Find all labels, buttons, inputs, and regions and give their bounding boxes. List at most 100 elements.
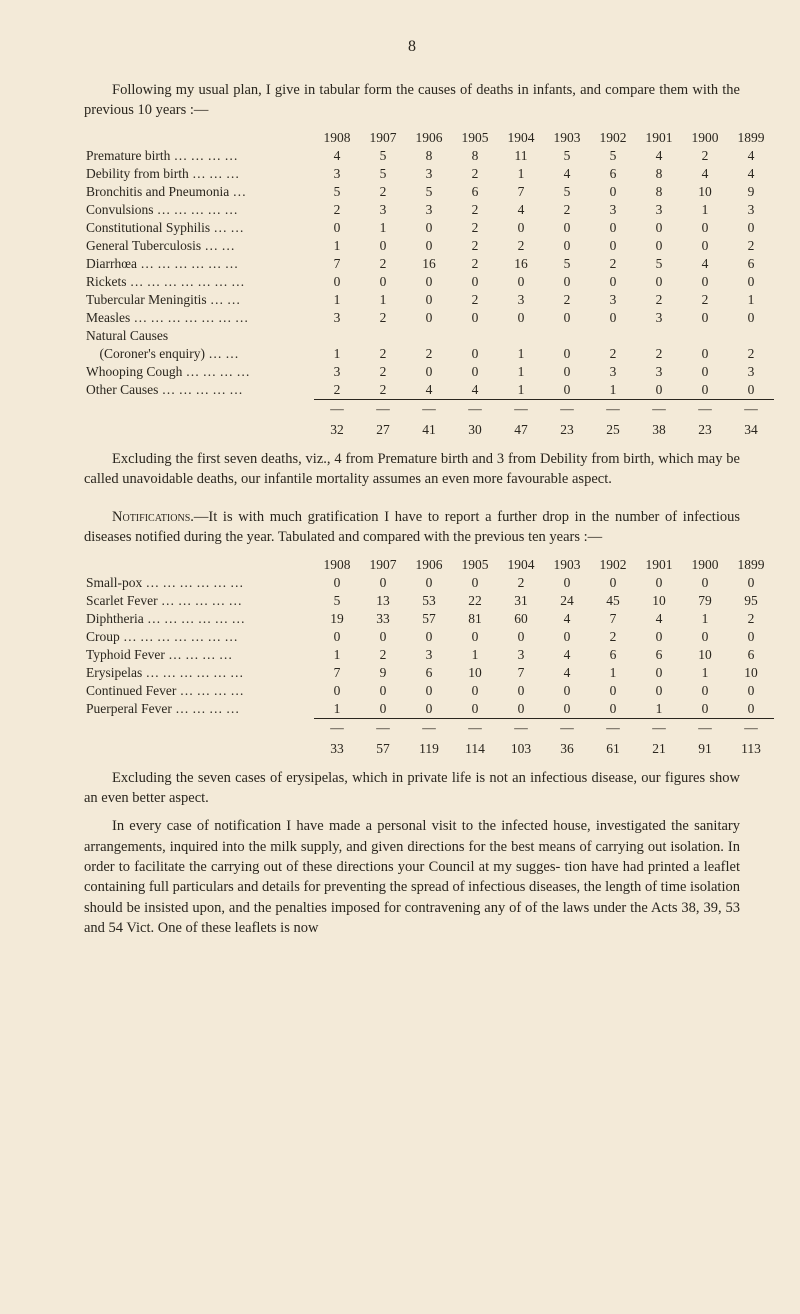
cell-value <box>544 327 590 345</box>
cell-value: 13 <box>360 592 406 610</box>
cell-value <box>682 327 728 345</box>
cell-value: 1 <box>452 646 498 664</box>
row-label: Other Causes … … … … … <box>84 381 314 400</box>
cell-value: 24 <box>544 592 590 610</box>
cell-value: 2 <box>498 574 544 592</box>
cell-value: 1 <box>590 381 636 400</box>
cell-value: 0 <box>544 628 590 646</box>
cell-value: 60 <box>498 610 544 628</box>
page-number: 8 <box>84 38 740 56</box>
cell-value: 5 <box>544 255 590 273</box>
cell-value: 0 <box>590 237 636 255</box>
notifications-lead: Notifications. <box>112 509 194 525</box>
cell-value: 0 <box>728 381 774 400</box>
cell-value: 1 <box>314 345 360 363</box>
table-row: Constitutional Syphilis … …0102000000 <box>84 219 774 237</box>
cell-value: 0 <box>360 237 406 255</box>
cell-value: 0 <box>636 682 682 700</box>
cell-value: 0 <box>452 309 498 327</box>
cell-value: 0 <box>728 309 774 327</box>
cell-value: 0 <box>636 381 682 400</box>
cell-value <box>590 327 636 345</box>
cell-value: 6 <box>728 255 774 273</box>
cell-value: 2 <box>314 201 360 219</box>
cell-value: 0 <box>452 682 498 700</box>
cell-value: 2 <box>728 237 774 255</box>
table-row: Natural Causes <box>84 327 774 345</box>
cell-value: 0 <box>406 682 452 700</box>
cell-value: 2 <box>452 219 498 237</box>
cell-value: 3 <box>636 309 682 327</box>
cell-value: 3 <box>360 201 406 219</box>
cell-value: 0 <box>406 291 452 309</box>
row-label: Diarrhœa … … … … … … <box>84 255 314 273</box>
cell-value: 4 <box>452 381 498 400</box>
cell-value <box>498 327 544 345</box>
table-infant-deaths: 1908 1907 1906 1905 1904 1903 1902 1901 … <box>84 129 774 439</box>
row-label: Puerperal Fever … … … … <box>84 700 314 719</box>
cell-value: 1 <box>682 610 728 628</box>
cell-value: 1 <box>314 700 360 719</box>
cell-value: 2 <box>728 610 774 628</box>
row-label: Natural Causes <box>84 327 314 345</box>
cell-value: 2 <box>452 255 498 273</box>
cell-value <box>452 327 498 345</box>
cell-value: 4 <box>544 664 590 682</box>
cell-value: 2 <box>452 291 498 309</box>
cell-value: 2 <box>360 309 406 327</box>
table-row: Measles … … … … … … …3200000300 <box>84 309 774 327</box>
cell-value: 6 <box>636 646 682 664</box>
cell-value: 2 <box>636 291 682 309</box>
cell-value: 2 <box>682 291 728 309</box>
cell-value: 0 <box>498 682 544 700</box>
row-label: General Tuberculosis … … <box>84 237 314 255</box>
notifications-paragraph: Notifications.—It is with much gratifica… <box>84 507 740 548</box>
cell-value: 8 <box>406 147 452 165</box>
cell-value: 2 <box>360 381 406 400</box>
cell-value: 2 <box>406 345 452 363</box>
table-row: Scarlet Fever … … … … …51353223124451079… <box>84 592 774 610</box>
cell-value: 45 <box>590 592 636 610</box>
cell-value: 0 <box>682 219 728 237</box>
cell-value: 2 <box>590 345 636 363</box>
cell-value: 0 <box>544 273 590 291</box>
cell-value: 0 <box>314 682 360 700</box>
row-label: Small-pox … … … … … … <box>84 574 314 592</box>
row-label: Convulsions … … … … … <box>84 201 314 219</box>
cell-value: 4 <box>682 255 728 273</box>
cell-value <box>636 327 682 345</box>
cell-value: 3 <box>590 291 636 309</box>
table-row: Typhoid Fever … … … …12313466106 <box>84 646 774 664</box>
cell-value: 2 <box>590 628 636 646</box>
cell-value: 0 <box>728 628 774 646</box>
cell-value: 7 <box>498 183 544 201</box>
cell-value: 31 <box>498 592 544 610</box>
row-label: Erysipelas … … … … … … <box>84 664 314 682</box>
cell-value: 7 <box>314 664 360 682</box>
cell-value: 0 <box>498 273 544 291</box>
cell-value: 0 <box>544 345 590 363</box>
cell-value: 1 <box>498 381 544 400</box>
final-paragraph: In every case of notification I have mad… <box>84 816 740 938</box>
cell-value: 2 <box>314 381 360 400</box>
cell-value: 0 <box>728 219 774 237</box>
cell-value: 0 <box>360 628 406 646</box>
cell-value: 53 <box>406 592 452 610</box>
cell-value: 0 <box>682 345 728 363</box>
cell-value: 8 <box>452 147 498 165</box>
cell-value: 0 <box>544 309 590 327</box>
row-label: Scarlet Fever … … … … … <box>84 592 314 610</box>
cell-value: 2 <box>544 291 590 309</box>
cell-value: 0 <box>452 628 498 646</box>
table-row: Other Causes … … … … …2244101000 <box>84 381 774 400</box>
cell-value: 0 <box>682 574 728 592</box>
cell-value: 0 <box>544 237 590 255</box>
cell-value: 0 <box>406 309 452 327</box>
cell-value: 10 <box>452 664 498 682</box>
cell-value: 0 <box>682 682 728 700</box>
cell-value: 1 <box>360 291 406 309</box>
cell-value: 0 <box>728 700 774 719</box>
cell-value: 4 <box>406 381 452 400</box>
cell-value: 2 <box>360 255 406 273</box>
cell-value: 3 <box>728 201 774 219</box>
